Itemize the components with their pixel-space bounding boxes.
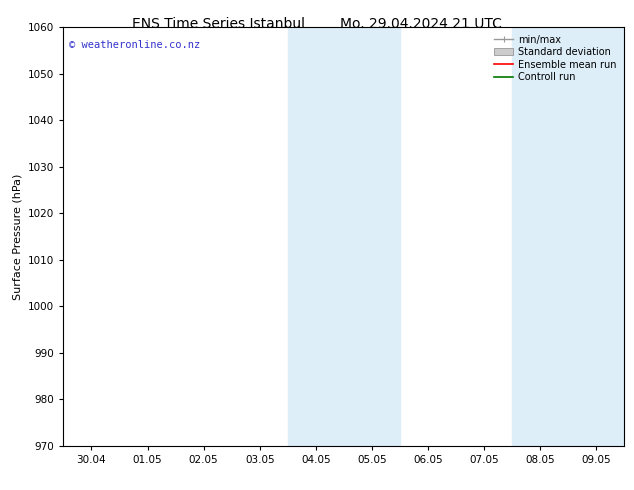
Y-axis label: Surface Pressure (hPa): Surface Pressure (hPa) [13, 173, 23, 299]
Bar [512, 27, 624, 446]
Bar [288, 27, 400, 446]
Text: ENS Time Series Istanbul        Mo. 29.04.2024 21 UTC: ENS Time Series Istanbul Mo. 29.04.2024 … [132, 17, 502, 31]
Legend: min/max, Standard deviation, Ensemble mean run, Controll run: min/max, Standard deviation, Ensemble me… [491, 32, 619, 85]
Text: © weatheronline.co.nz: © weatheronline.co.nz [69, 40, 200, 49]
